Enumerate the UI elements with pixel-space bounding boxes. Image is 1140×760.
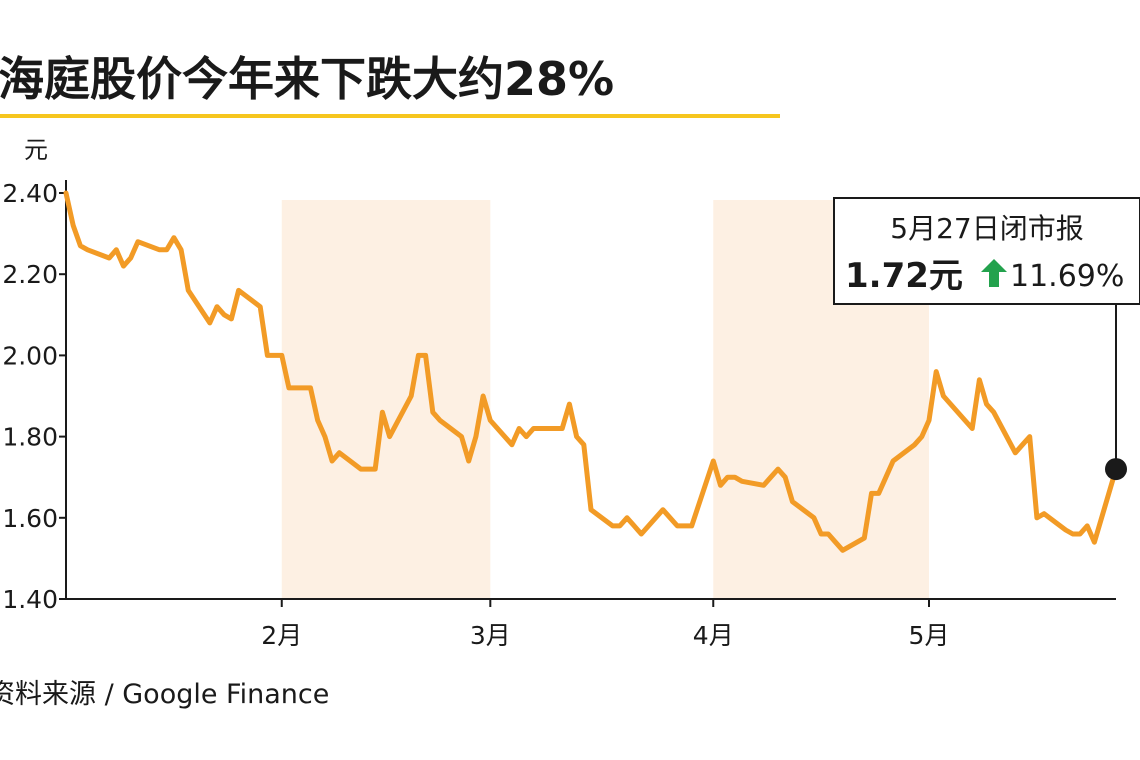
callout-change: 11.69% <box>1010 259 1124 294</box>
y-tick-label: 2.20 <box>2 260 58 289</box>
x-tick-label: 5月 <box>909 621 950 650</box>
y-axis-unit-label: 元 <box>24 136 48 164</box>
callout-box <box>833 197 1140 305</box>
x-tick-label: 3月 <box>470 621 511 650</box>
price-series <box>63 190 1119 553</box>
y-tick-label: 1.60 <box>2 504 58 533</box>
callout-date-label: 5月27日闭市报 <box>890 212 1083 245</box>
y-tick-label: 1.80 <box>2 423 58 452</box>
axes <box>65 180 1116 600</box>
up-arrow-icon <box>981 259 1007 287</box>
closing-price-callout: 5月27日闭市报 1.72元 11.69% <box>833 197 1140 481</box>
last-price-marker <box>1105 458 1127 481</box>
x-tick-label: 2月 <box>261 621 302 650</box>
shaded-period-1 <box>281 200 491 599</box>
callout-price: 1.72元 <box>845 256 963 296</box>
y-axis-ticks: 2.40 2.20 2.00 1.80 1.60 1.40 <box>2 179 66 614</box>
chart-title: 海庭股价今年来下跌大约28% <box>0 52 614 106</box>
price-line <box>63 190 1119 553</box>
source-note: 资料来源 / Google Finance <box>0 679 329 710</box>
y-tick-label: 1.40 <box>2 585 58 614</box>
y-tick-label: 2.00 <box>2 341 58 370</box>
x-tick-label: 4月 <box>693 621 734 650</box>
y-tick-label: 2.40 <box>2 179 58 208</box>
x-axis-ticks: 2月 3月 4月 5月 <box>261 599 949 650</box>
